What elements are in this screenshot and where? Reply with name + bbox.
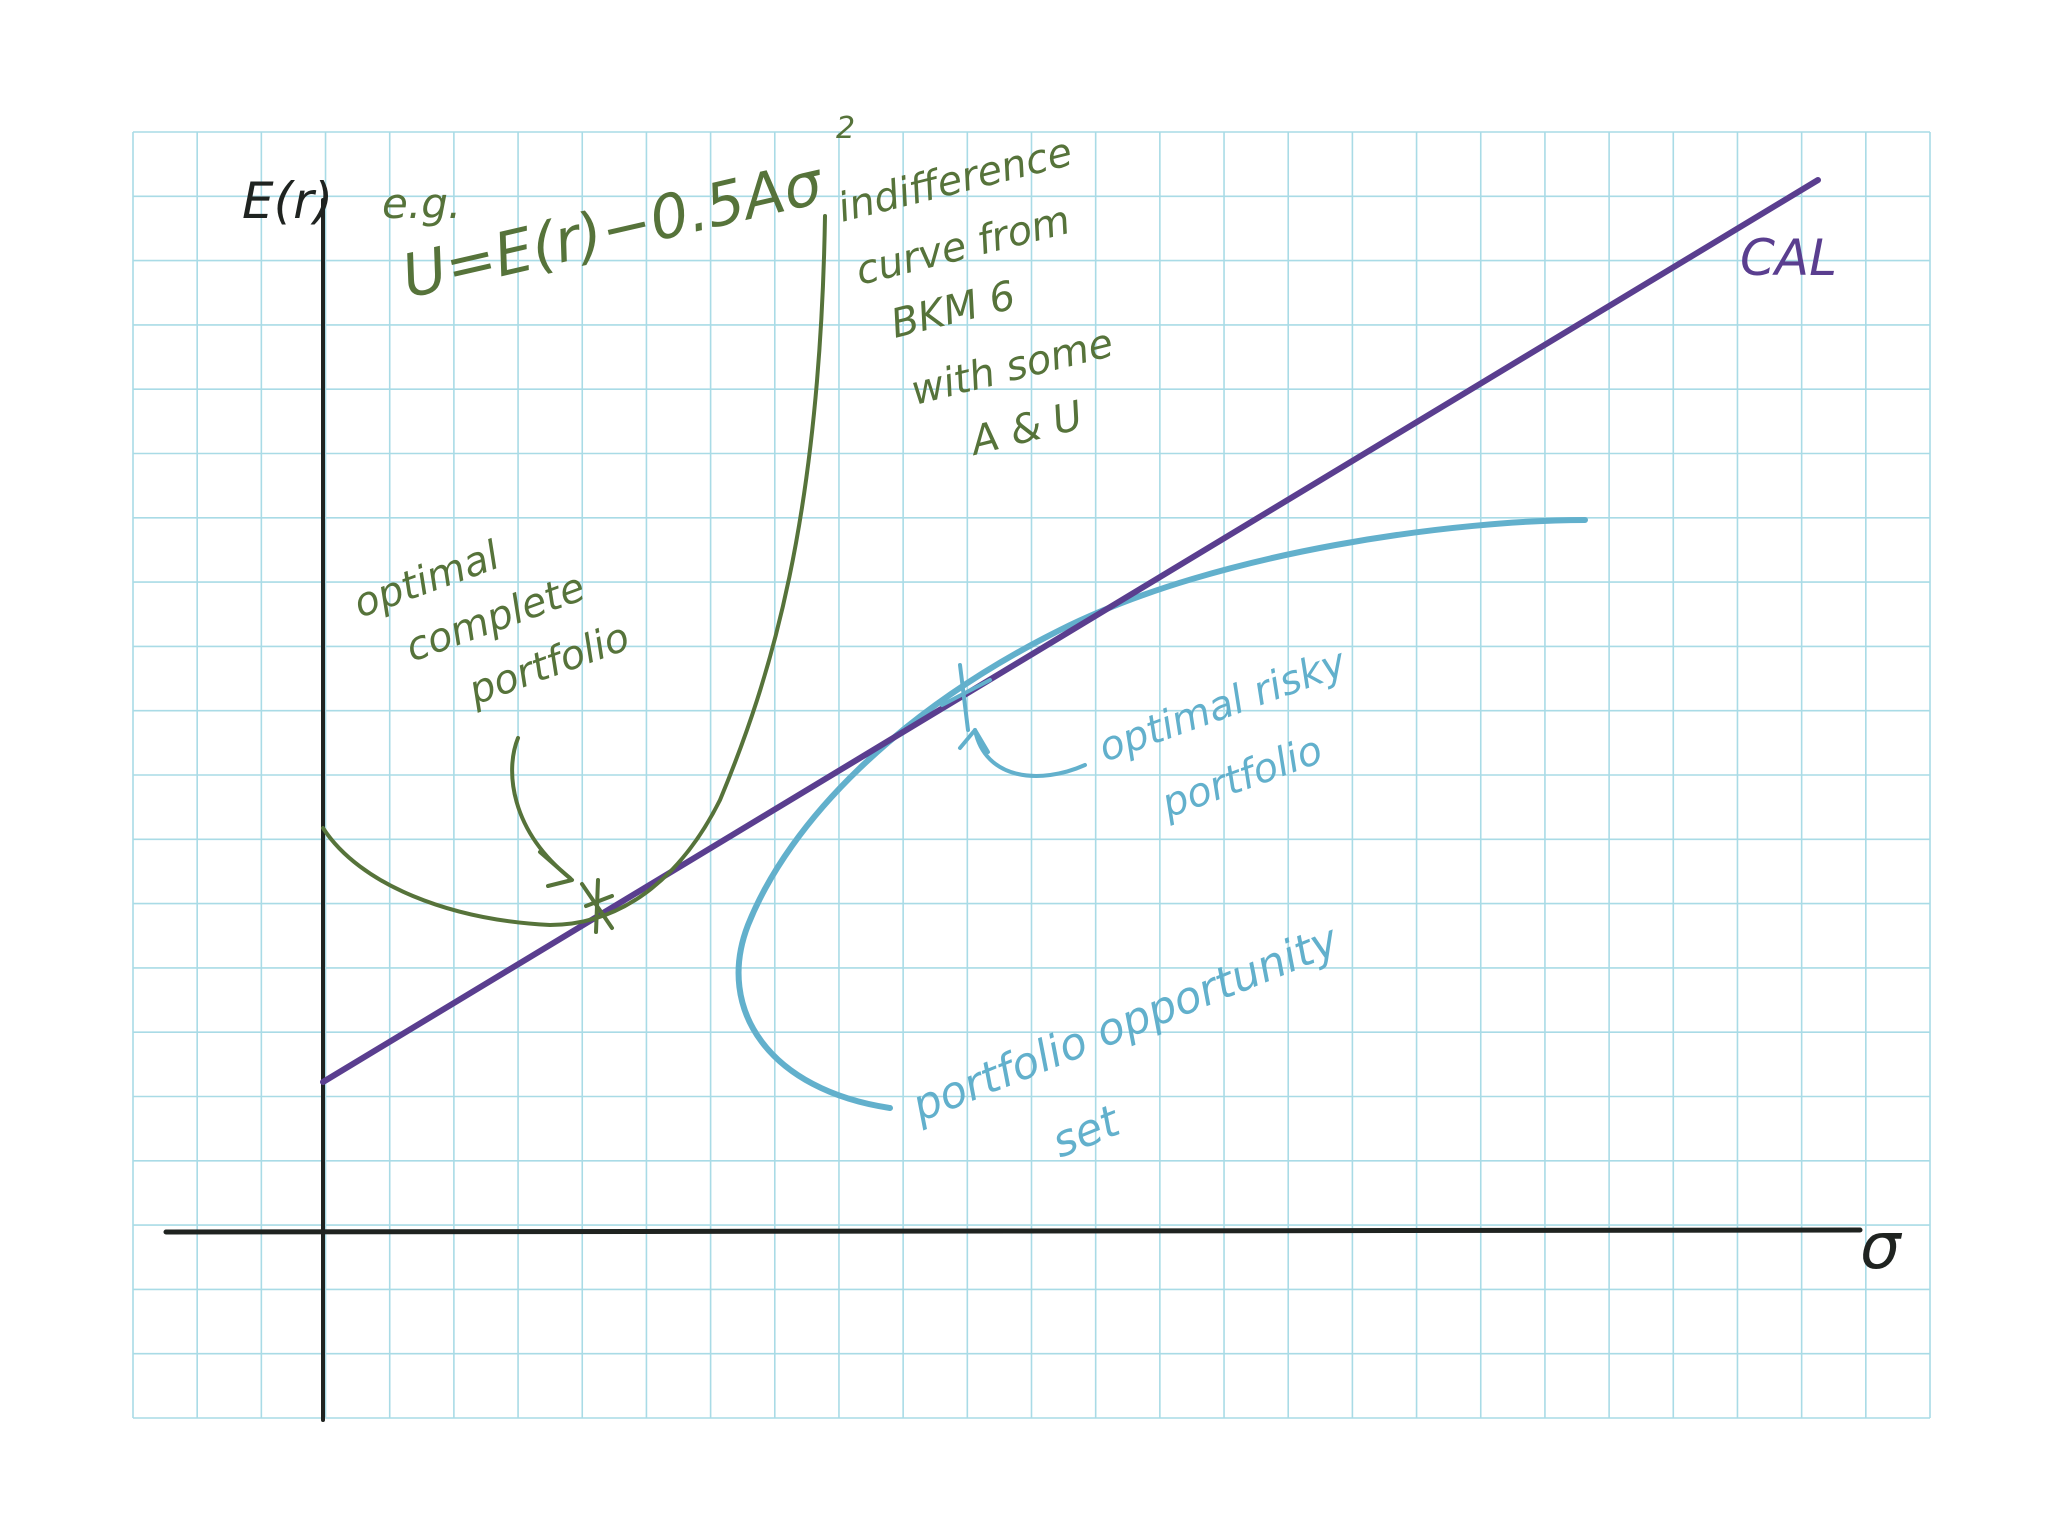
- y-axis-label: E(r): [242, 172, 333, 230]
- opportunity-set-line-1: portfolio opportunity: [904, 914, 1346, 1132]
- opportunity-set-line-2: set: [1045, 1095, 1128, 1168]
- utility-exponent: 2: [836, 111, 855, 146]
- indifference-line-5: A & U: [963, 393, 1087, 466]
- cal-label: CAL: [1740, 229, 1837, 287]
- x-axis-label: σ: [1860, 1210, 1903, 1284]
- indifference-curve: [321, 214, 827, 928]
- indifference-annotation: indifference curve from BKM 6 with some …: [833, 129, 1117, 465]
- opportunity-set-annotation: portfolio opportunity set: [904, 914, 1346, 1168]
- indifference-line-3: BKM 6: [886, 273, 1020, 348]
- optimal-risky-arrow: [958, 728, 1087, 778]
- optimal-complete-annotation: optimal complete portfolio: [348, 532, 636, 714]
- optimal-complete-portfolio-marker: [580, 878, 614, 934]
- optimal-risky-portfolio-marker: [940, 663, 992, 732]
- utility-formula: U=E(r)−0.5Aσ: [396, 148, 831, 313]
- x-axis: [163, 1227, 1863, 1235]
- optimal-complete-arrow: [510, 736, 574, 888]
- optimal-risky-annotation: optimal risky portfolio: [1093, 639, 1354, 828]
- cal-line: [320, 177, 1821, 1085]
- graph-paper-grid: [132, 131, 1931, 1419]
- utility-prefix: e.g.: [382, 179, 461, 228]
